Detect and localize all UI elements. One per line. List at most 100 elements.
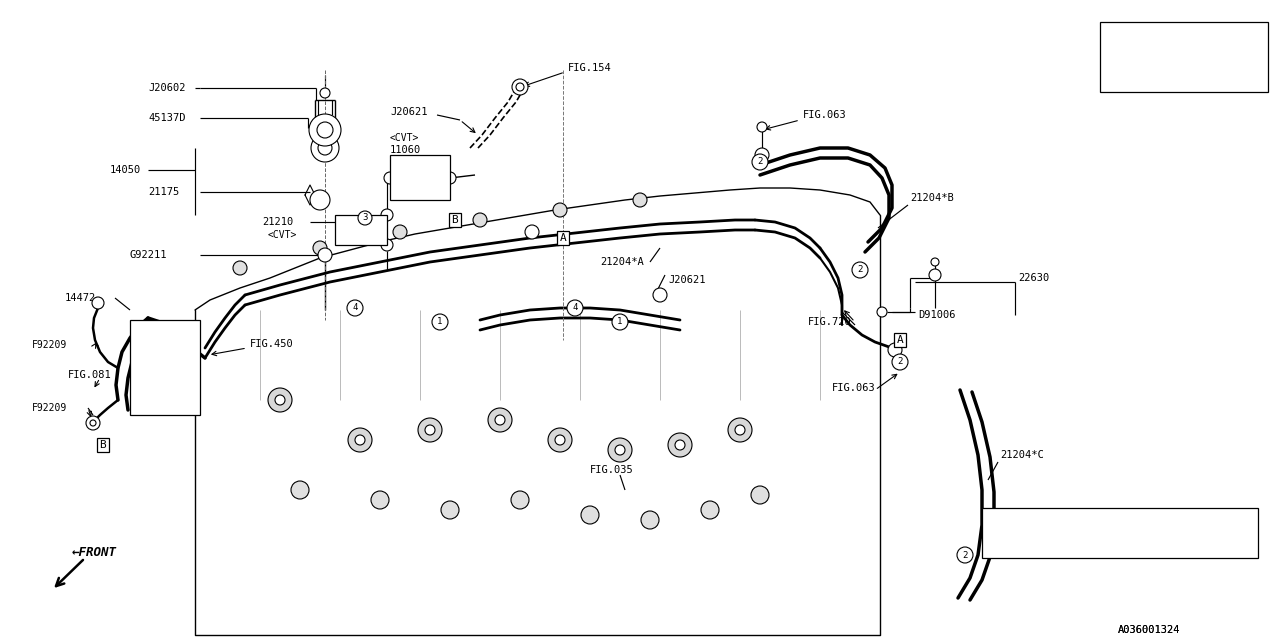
Circle shape [320, 88, 330, 98]
Circle shape [929, 269, 941, 281]
Text: 0923S: 0923S [1137, 51, 1171, 61]
Circle shape [634, 193, 646, 207]
Circle shape [419, 418, 442, 442]
Text: 4: 4 [992, 541, 997, 550]
Circle shape [728, 418, 753, 442]
Circle shape [308, 114, 340, 146]
Circle shape [291, 481, 308, 499]
Circle shape [556, 435, 564, 445]
Circle shape [233, 261, 247, 275]
Text: F92209: F92209 [32, 340, 68, 350]
Circle shape [701, 501, 719, 519]
Text: FIG.720: FIG.720 [808, 317, 851, 327]
Text: FIG.063: FIG.063 [803, 110, 847, 120]
Text: FIG.035: FIG.035 [590, 465, 634, 475]
Circle shape [433, 314, 448, 330]
Text: 21210: 21210 [262, 217, 293, 227]
Circle shape [275, 395, 285, 405]
Circle shape [852, 262, 868, 278]
Circle shape [931, 258, 940, 266]
Circle shape [641, 511, 659, 529]
Bar [982, 508, 1258, 558]
Circle shape [381, 239, 393, 251]
Text: A036001324: A036001324 [1117, 625, 1180, 635]
Circle shape [268, 388, 292, 412]
Text: 2: 2 [858, 266, 863, 275]
Circle shape [442, 501, 460, 519]
Text: FIG.450: FIG.450 [250, 339, 293, 349]
Circle shape [548, 428, 572, 452]
Circle shape [756, 122, 767, 132]
Bar [390, 155, 451, 200]
Text: 45137D: 45137D [148, 113, 186, 123]
Circle shape [1107, 48, 1123, 64]
Text: 3: 3 [362, 214, 367, 223]
Circle shape [614, 445, 625, 455]
Circle shape [581, 506, 599, 524]
Circle shape [653, 288, 667, 302]
Circle shape [1107, 25, 1123, 41]
Circle shape [317, 248, 332, 262]
Circle shape [525, 225, 539, 239]
Circle shape [358, 211, 372, 225]
Text: FIG.154: FIG.154 [568, 63, 612, 73]
Text: F92209: F92209 [32, 403, 68, 413]
Text: A036001324: A036001324 [1117, 625, 1180, 635]
Text: 1: 1 [1112, 28, 1117, 38]
Circle shape [957, 547, 973, 563]
Text: 21175: 21175 [148, 187, 179, 197]
Circle shape [444, 172, 456, 184]
Circle shape [474, 213, 486, 227]
Text: 2: 2 [963, 550, 968, 559]
Bar [335, 215, 387, 245]
Text: J20621: J20621 [390, 107, 428, 117]
Text: FIG.081: FIG.081 [68, 370, 111, 380]
Text: 14472: 14472 [65, 293, 96, 303]
Circle shape [411, 169, 429, 187]
Text: 21204*A: 21204*A [600, 257, 644, 267]
Circle shape [877, 307, 887, 317]
Text: ←FRONT: ←FRONT [72, 547, 116, 559]
Circle shape [675, 440, 685, 450]
Text: 1: 1 [438, 317, 443, 326]
Circle shape [311, 134, 339, 162]
Text: A: A [896, 335, 904, 345]
Circle shape [90, 420, 96, 426]
Bar [131, 320, 200, 415]
Circle shape [753, 154, 768, 170]
Text: 2: 2 [1112, 51, 1117, 61]
Circle shape [347, 300, 364, 316]
Circle shape [310, 190, 330, 210]
Circle shape [888, 343, 902, 357]
Circle shape [511, 491, 529, 509]
Text: B: B [452, 215, 458, 225]
Text: 21204*B: 21204*B [910, 193, 954, 203]
Circle shape [612, 314, 628, 330]
Text: G92211: G92211 [131, 250, 168, 260]
Circle shape [384, 172, 396, 184]
Circle shape [755, 148, 769, 162]
Text: D91006: D91006 [918, 310, 955, 320]
Circle shape [348, 428, 372, 452]
Text: <CVT>: <CVT> [390, 133, 420, 143]
Text: J20602: J20602 [148, 83, 186, 93]
Text: 14050: 14050 [110, 165, 141, 175]
Circle shape [987, 512, 1004, 528]
Circle shape [86, 416, 100, 430]
Circle shape [317, 122, 333, 138]
Text: 2: 2 [758, 157, 763, 166]
Circle shape [314, 241, 326, 255]
Text: B: B [100, 440, 106, 450]
Circle shape [349, 303, 360, 313]
Text: FIG.063: FIG.063 [832, 383, 876, 393]
Circle shape [567, 300, 582, 316]
Text: 22630: 22630 [1018, 273, 1050, 283]
Bar [1100, 22, 1268, 92]
Circle shape [393, 225, 407, 239]
Circle shape [317, 141, 332, 155]
Text: 2: 2 [897, 358, 902, 367]
Circle shape [735, 425, 745, 435]
Text: G93308<2207- >: G93308<2207- > [1016, 540, 1103, 550]
Text: G93301<-2207>: G93301<-2207> [1016, 515, 1097, 525]
Text: 4: 4 [992, 515, 997, 525]
